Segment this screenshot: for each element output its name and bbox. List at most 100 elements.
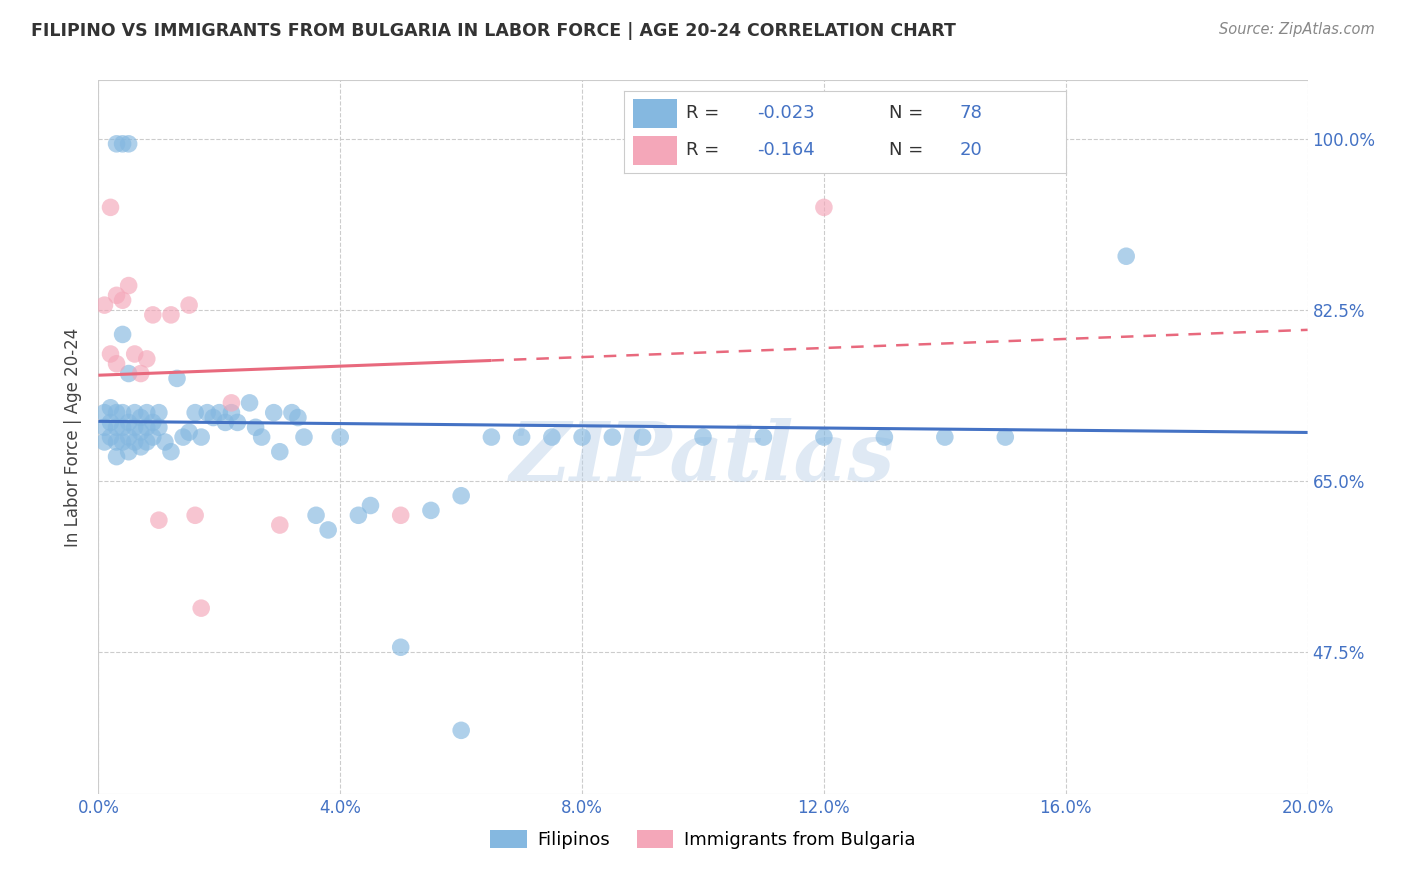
Point [389,640,412,655]
Point [631,430,654,444]
Point [347,508,370,523]
Point [105,434,128,449]
Point [124,347,146,361]
Point [105,450,128,464]
Point [124,406,146,420]
Point [692,430,714,444]
Point [214,416,236,430]
Point [329,430,352,444]
Point [245,420,267,434]
Point [250,430,273,444]
Point [269,444,291,458]
Point [105,406,128,420]
Point [93,434,115,449]
Point [450,489,472,503]
Point [100,200,122,214]
Point [172,430,194,444]
Point [813,430,835,444]
Point [226,416,249,430]
Point [813,200,835,214]
Point [135,351,157,366]
Point [179,298,201,312]
Point [994,430,1017,444]
Point [179,425,201,440]
Point [208,406,231,420]
Point [100,416,122,430]
Point [202,410,225,425]
Point [124,434,146,449]
Point [1115,249,1137,263]
Point [142,430,165,444]
Point [105,420,128,434]
Point [292,430,315,444]
Point [752,430,775,444]
Point [190,430,212,444]
Legend: Filipinos, Immigrants from Bulgaria: Filipinos, Immigrants from Bulgaria [484,822,922,856]
Point [239,396,262,410]
Point [111,434,134,449]
Point [510,430,533,444]
Point [129,410,152,425]
Point [100,401,122,415]
Text: FILIPINO VS IMMIGRANTS FROM BULGARIA IN LABOR FORCE | AGE 20-24 CORRELATION CHAR: FILIPINO VS IMMIGRANTS FROM BULGARIA IN … [31,22,956,40]
Point [118,278,141,293]
Point [450,723,472,738]
Point [873,430,896,444]
Point [111,420,134,434]
Point [184,508,207,523]
Point [263,406,285,420]
Point [166,371,188,385]
Point [281,406,304,420]
Point [148,420,170,434]
Point [420,503,443,517]
Point [221,406,243,420]
Point [135,406,157,420]
Point [148,513,170,527]
Point [571,430,593,444]
Point [360,499,382,513]
Point [111,327,134,342]
Point [540,430,562,444]
Y-axis label: In Labor Force | Age 20-24: In Labor Force | Age 20-24 [65,327,83,547]
Point [160,308,183,322]
Point [118,136,141,151]
Text: Source: ZipAtlas.com: Source: ZipAtlas.com [1219,22,1375,37]
Point [93,298,115,312]
Point [129,440,152,454]
Point [813,142,835,156]
Point [934,430,956,444]
Point [269,518,291,533]
Point [305,508,328,523]
Point [195,406,218,420]
Point [129,367,152,381]
Point [389,508,412,523]
Point [93,406,115,420]
Point [124,420,146,434]
Point [602,430,624,444]
Point [111,136,134,151]
Point [287,410,309,425]
Point [481,430,503,444]
Point [153,434,176,449]
Point [148,406,170,420]
Text: ZIPatlas: ZIPatlas [510,418,896,499]
Point [135,420,157,434]
Point [221,396,243,410]
Point [118,416,141,430]
Point [135,434,157,449]
Point [105,357,128,371]
Point [118,430,141,444]
Point [118,367,141,381]
Point [118,444,141,458]
Point [100,430,122,444]
Point [142,416,165,430]
Point [316,523,339,537]
Point [142,308,165,322]
Point [184,406,207,420]
Point [111,293,134,308]
Point [160,444,183,458]
Point [105,136,128,151]
Point [111,406,134,420]
Point [100,347,122,361]
Point [190,601,212,615]
